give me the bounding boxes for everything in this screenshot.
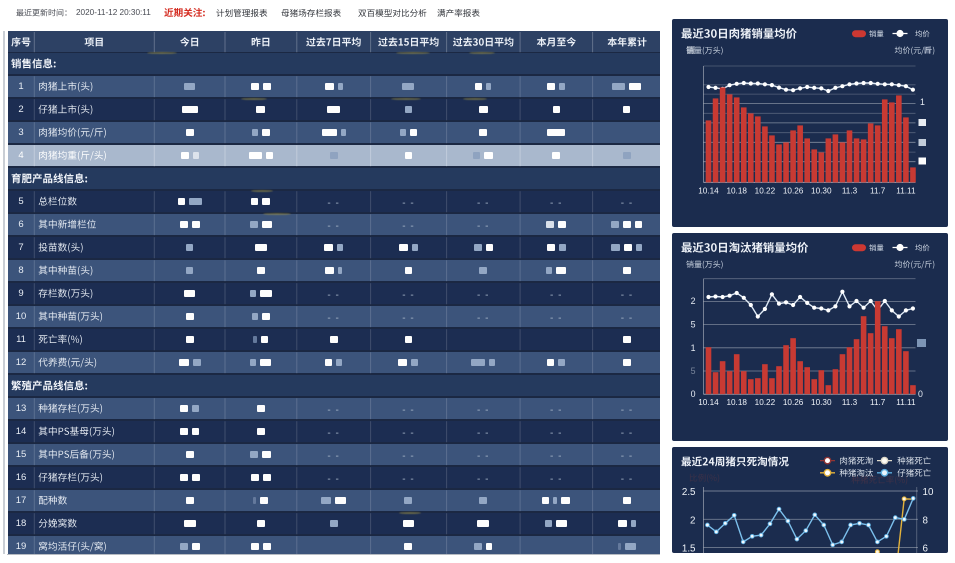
- svg-text:10.22: 10.22: [755, 398, 776, 407]
- svg-text:2.5: 2.5: [682, 487, 696, 498]
- svg-text:11.7: 11.7: [870, 186, 886, 195]
- svg-text:1: 1: [691, 343, 696, 353]
- svg-text:10.26: 10.26: [783, 186, 804, 195]
- svg-text:11.11: 11.11: [896, 398, 916, 407]
- svg-text:10.30: 10.30: [811, 398, 832, 407]
- svg-text:11.3: 11.3: [842, 186, 858, 195]
- svg-text:5: 5: [691, 366, 696, 376]
- svg-text:11.7: 11.7: [870, 398, 886, 407]
- svg-text:11.11: 11.11: [896, 186, 916, 195]
- svg-text:2: 2: [690, 515, 695, 526]
- svg-text:1: 1: [920, 97, 925, 107]
- svg-text:10.30: 10.30: [811, 186, 832, 195]
- svg-text:1.5: 1.5: [682, 544, 696, 553]
- svg-text:10.14: 10.14: [698, 186, 719, 195]
- svg-text:2: 2: [691, 296, 696, 306]
- svg-text:10.18: 10.18: [726, 186, 747, 195]
- svg-text:11.3: 11.3: [842, 398, 858, 407]
- svg-text:5: 5: [691, 320, 696, 330]
- svg-text:10: 10: [923, 487, 934, 498]
- svg-text:6: 6: [923, 544, 929, 553]
- svg-text:10.26: 10.26: [783, 398, 804, 407]
- svg-text:0: 0: [918, 389, 923, 399]
- svg-text:10.22: 10.22: [755, 186, 776, 195]
- svg-text:8: 8: [923, 515, 929, 526]
- svg-text:10.18: 10.18: [726, 398, 747, 407]
- svg-text:0: 0: [691, 389, 696, 399]
- svg-text:10.14: 10.14: [698, 398, 719, 407]
